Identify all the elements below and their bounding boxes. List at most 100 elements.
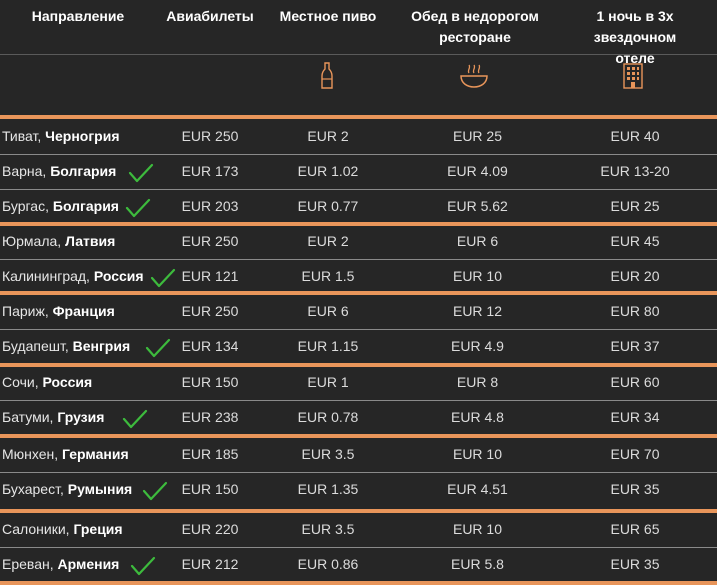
table-row: Салоники, Греция EUR 220 EUR 3.5 EUR 10 EUR … (0, 512, 717, 547)
checkmark-icon (130, 556, 156, 576)
lunch-cell: EUR 12 (452, 303, 503, 319)
city-name: Будапешт, (2, 338, 73, 354)
table-header: Направление Авиабилеты Местное пиво Обед… (0, 0, 717, 116)
hotel-cell: EUR 35 (610, 481, 660, 497)
checkmark-icon (128, 163, 154, 183)
country-name: Грузия (57, 409, 105, 425)
header-beer: Местное пиво (279, 8, 377, 24)
hotel-cell: EUR 35 (610, 556, 660, 572)
hotel-icon (623, 63, 643, 89)
group-separator (0, 222, 717, 226)
header-lunch: Обед в недорогом ресторане (411, 8, 539, 45)
hotel-cell: EUR 65 (610, 521, 660, 537)
bottle-icon (321, 62, 333, 89)
checkmark-icon (122, 409, 148, 429)
country-name: Румыния (67, 481, 133, 497)
checkmark-icon (150, 268, 176, 288)
table-row: Ереван, Армения EUR 212 EUR 0.86 EUR 5.8 EUR… (0, 547, 717, 582)
beer-cell: EUR 1 (307, 374, 349, 390)
beer-cell: EUR 3.5 (301, 446, 355, 462)
country-name: Черногрия (45, 128, 120, 144)
group-separator (0, 581, 717, 585)
table-row: Тиват, Черногрия EUR 250 EUR 2 EUR 25 EUR 40 (0, 119, 717, 154)
city-name: Варна, (2, 163, 51, 179)
hotel-cell: EUR 34 (610, 409, 660, 425)
lunch-cell: EUR 5.8 (451, 556, 504, 572)
header-direction: Направление (31, 8, 125, 24)
destination-cell: Бургас, Болгария (2, 189, 119, 224)
destination-cell: Ереван, Армения (2, 547, 119, 582)
country-name: Россия (42, 374, 93, 390)
flights-cell: EUR 173 (181, 163, 239, 179)
flights-cell: EUR 238 (181, 409, 239, 425)
group-separator (0, 509, 717, 513)
flights-cell: EUR 185 (181, 446, 239, 462)
country-name: Франция (52, 303, 115, 319)
header-divider (0, 54, 150, 55)
table-row: Калининград, Россия EUR 121 EUR 1.5 EUR 10 E… (0, 259, 717, 294)
row-divider (0, 329, 717, 330)
beer-cell: EUR 0.77 (297, 198, 359, 214)
destination-cell: Калининград, Россия (2, 259, 144, 294)
hotel-cell: EUR 70 (610, 446, 660, 462)
city-name: Юрмала, (2, 233, 66, 249)
lunch-cell: EUR 10 (452, 268, 503, 284)
table-row: Бухарест, Румыния EUR 150 EUR 1.35 EUR 4.51… (0, 472, 717, 507)
table-row: Варна, Болгария EUR 173 EUR 1.02 EUR 4.09 EU… (0, 154, 717, 189)
lunch-cell: EUR 4.09 (447, 163, 508, 179)
hotel-cell: EUR 60 (610, 374, 660, 390)
row-divider (0, 189, 717, 190)
city-name: Париж, (2, 303, 53, 319)
group-separator (0, 115, 717, 119)
lunch-cell: EUR 5.62 (447, 198, 508, 214)
destination-cell: Салоники, Греция (2, 512, 123, 547)
row-divider (0, 547, 717, 548)
group-separator (0, 363, 717, 367)
flights-cell: EUR 250 (181, 303, 239, 319)
beer-cell: EUR 2 (307, 128, 349, 144)
row-divider (0, 472, 717, 473)
header-hotel: 1 ночь в 3х звездочном отеле (593, 8, 677, 66)
table-row: Бургас, Болгария EUR 203 EUR 0.77 EUR 5.62 E… (0, 189, 717, 224)
table-row: Париж, Франция EUR 250 EUR 6 EUR 12 EUR 80 (0, 294, 717, 329)
group-separator (0, 291, 717, 295)
city-name: Батуми, (2, 409, 58, 425)
hotel-cell: EUR 13-20 (600, 163, 670, 179)
header-divider (150, 54, 717, 55)
flights-cell: EUR 250 (181, 128, 239, 144)
beer-cell: EUR 0.78 (297, 409, 359, 425)
table-row: Мюнхен, Германия EUR 185 EUR 3.5 EUR 10 EUR … (0, 437, 717, 472)
flights-cell: EUR 150 (181, 374, 239, 390)
country-name: Греция (73, 521, 123, 537)
beer-cell: EUR 1.5 (301, 268, 355, 284)
lunch-cell: EUR 4.9 (451, 338, 504, 354)
destination-cell: Батуми, Грузия (2, 400, 104, 435)
checkmark-icon (145, 338, 171, 358)
destination-cell: Париж, Франция (2, 294, 115, 329)
destination-cell: Сочи, Россия (2, 365, 92, 400)
destination-cell: Бухарест, Румыния (2, 472, 132, 507)
country-name: Латвия (65, 233, 116, 249)
hotel-cell: EUR 37 (610, 338, 660, 354)
flights-cell: EUR 121 (181, 268, 239, 284)
destination-cell: Мюнхен, Германия (2, 437, 129, 472)
flights-cell: EUR 150 (181, 481, 239, 497)
city-name: Бургас, (2, 198, 53, 214)
lunch-cell: EUR 8 (456, 374, 499, 390)
lunch-cell: EUR 4.51 (447, 481, 508, 497)
hotel-cell: EUR 80 (610, 303, 660, 319)
country-name: Германия (62, 446, 129, 462)
lunch-cell: EUR 10 (452, 446, 503, 462)
city-name: Калининград, (2, 268, 94, 284)
flights-cell: EUR 203 (181, 198, 239, 214)
row-divider (0, 400, 717, 401)
beer-cell: EUR 2 (307, 233, 349, 249)
beer-cell: EUR 0.86 (297, 556, 359, 572)
header-flights: Авиабилеты (166, 8, 254, 24)
table-row: Батуми, Грузия EUR 238 EUR 0.78 EUR 4.8 EUR … (0, 400, 717, 435)
flights-cell: EUR 212 (181, 556, 239, 572)
city-name: Ереван, (2, 556, 58, 572)
beer-cell: EUR 1.35 (297, 481, 359, 497)
hotel-cell: EUR 45 (610, 233, 660, 249)
checkmark-icon (125, 198, 151, 218)
